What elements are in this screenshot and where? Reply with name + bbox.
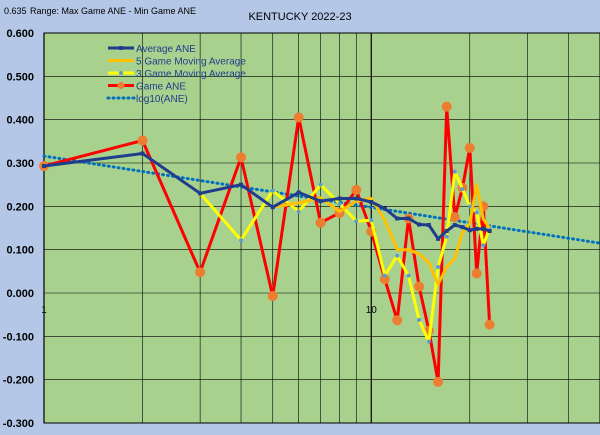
data-point bbox=[449, 212, 460, 223]
data-point bbox=[481, 226, 486, 231]
y-axis-ticks: 0.600 0.500 0.400 0.300 0.200 0.100 0.000 -0.10… bbox=[3, 28, 34, 430]
series-layer bbox=[39, 101, 600, 387]
legend-label: log10(ANE) bbox=[136, 94, 188, 105]
data-point bbox=[270, 205, 275, 210]
legend-marker bbox=[119, 46, 123, 50]
legend-label: Game ANE bbox=[136, 82, 186, 93]
data-point bbox=[337, 201, 342, 206]
y-tick-label: 0.300 bbox=[6, 158, 34, 170]
data-point bbox=[452, 169, 457, 174]
range-value: 0.635 bbox=[4, 6, 27, 16]
data-point bbox=[426, 222, 431, 227]
data-point bbox=[239, 182, 244, 187]
legend-item-game-ane: Game ANE bbox=[108, 82, 186, 93]
data-point bbox=[267, 291, 278, 302]
data-point bbox=[315, 217, 326, 228]
x-tick-label: 10 bbox=[366, 305, 378, 316]
data-point bbox=[395, 253, 400, 258]
data-point bbox=[198, 191, 203, 196]
data-point bbox=[195, 267, 206, 278]
x-axis-ticks: 1 10 bbox=[41, 305, 377, 316]
series-line bbox=[272, 183, 491, 286]
y-tick-label: 0.400 bbox=[6, 115, 34, 127]
data-point bbox=[417, 222, 422, 227]
data-point bbox=[140, 151, 145, 156]
legend-marker bbox=[117, 82, 125, 89]
chart-title: KENTUCKY 2022-23 bbox=[248, 11, 351, 23]
data-point bbox=[318, 199, 323, 204]
data-point bbox=[471, 268, 482, 279]
data-point bbox=[467, 204, 472, 209]
data-point bbox=[406, 216, 411, 221]
data-point bbox=[464, 142, 475, 153]
data-point bbox=[293, 112, 304, 123]
y-tick-label: -0.200 bbox=[3, 375, 34, 387]
data-point bbox=[137, 135, 148, 146]
y-tick-label: 0.500 bbox=[6, 71, 34, 83]
data-point bbox=[354, 219, 359, 224]
data-point bbox=[467, 228, 472, 233]
data-point bbox=[369, 218, 374, 223]
data-point bbox=[42, 164, 46, 169]
legend-item-5-game-moving-average: 5 Game Moving Average bbox=[108, 57, 246, 68]
legend-label: Average ANE bbox=[136, 44, 196, 55]
series-average-ane bbox=[42, 151, 492, 241]
data-point bbox=[436, 265, 441, 269]
data-point bbox=[406, 273, 411, 278]
range-label: Range: Max Game ANE - Min Game ANE bbox=[30, 6, 196, 16]
data-point bbox=[351, 184, 362, 195]
data-point bbox=[474, 210, 479, 215]
legend-item-3-game-moving-average: 3 Game Moving Average bbox=[108, 69, 246, 80]
data-point bbox=[239, 238, 244, 243]
series-5-game-moving-average bbox=[272, 183, 491, 286]
data-point bbox=[460, 225, 465, 230]
data-point bbox=[433, 376, 444, 387]
data-point bbox=[484, 319, 495, 330]
legend-marker bbox=[119, 71, 123, 75]
data-point bbox=[414, 281, 425, 292]
legend-label: 5 Game Moving Average bbox=[136, 57, 246, 68]
data-point bbox=[318, 182, 323, 187]
data-point bbox=[296, 190, 301, 195]
y-tick-label: 0.200 bbox=[6, 201, 34, 213]
data-point bbox=[417, 317, 422, 322]
data-point bbox=[444, 229, 449, 234]
data-point bbox=[426, 339, 431, 344]
data-point bbox=[236, 152, 247, 163]
data-point bbox=[296, 209, 301, 214]
data-point bbox=[382, 206, 387, 211]
data-point bbox=[382, 273, 387, 278]
data-point bbox=[369, 200, 374, 204]
data-point bbox=[392, 315, 403, 326]
legend-item-log10-ane: log10(ANE) bbox=[106, 94, 188, 105]
data-point bbox=[337, 196, 342, 201]
data-point bbox=[395, 216, 400, 221]
legend-item-average-ane: Average ANE bbox=[108, 44, 196, 55]
y-tick-label: 0.000 bbox=[6, 288, 34, 300]
y-tick-label: 0.100 bbox=[6, 245, 34, 257]
plot-area bbox=[43, 32, 600, 424]
series-game-ane bbox=[39, 101, 495, 387]
data-point bbox=[487, 229, 492, 234]
legend-label: 3 Game Moving Average bbox=[136, 69, 246, 80]
data-point bbox=[270, 188, 275, 193]
x-tick-label: 1 bbox=[41, 305, 47, 316]
data-point bbox=[441, 101, 452, 112]
data-point bbox=[460, 187, 465, 191]
data-point bbox=[452, 222, 457, 227]
y-tick-label: 0.600 bbox=[6, 28, 34, 40]
y-tick-label: -0.100 bbox=[3, 331, 34, 343]
data-point bbox=[481, 243, 486, 248]
data-point bbox=[436, 236, 441, 241]
data-point bbox=[444, 234, 449, 239]
data-point bbox=[474, 226, 479, 231]
y-tick-label: -0.300 bbox=[3, 418, 34, 430]
data-point bbox=[354, 196, 359, 201]
